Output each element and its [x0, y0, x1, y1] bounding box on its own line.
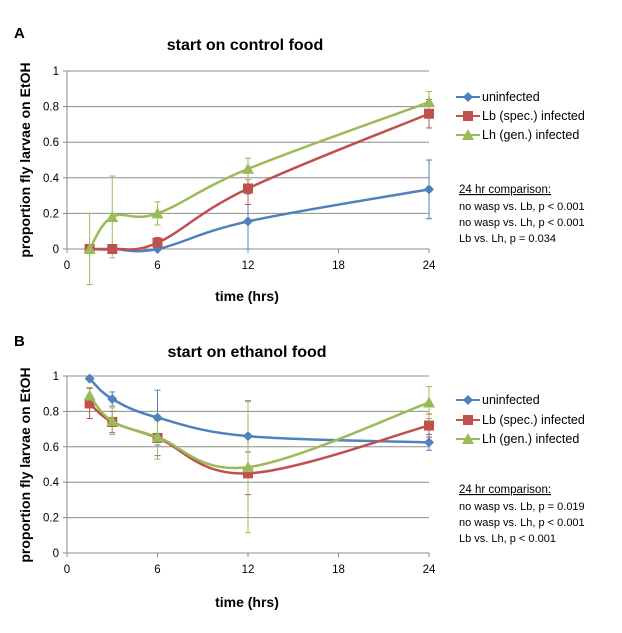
data-point-triangle: [242, 162, 254, 174]
legend-label: Lb (spec.) infected: [482, 109, 585, 123]
data-point-square: [424, 108, 434, 119]
x-tick-label: 18: [332, 260, 345, 272]
x-tick-label: 24: [423, 260, 436, 272]
data-point-diamond: [84, 373, 95, 384]
data-point-square: [84, 398, 95, 409]
series-line: [88, 394, 430, 470]
note-heading: 24 hr comparison:: [459, 484, 551, 496]
data-point-triangle: [106, 415, 119, 427]
note-line: no wasp vs. Lh, p < 0.001: [459, 217, 585, 229]
data-point-triangle: [423, 396, 435, 408]
data-point-square: [243, 468, 253, 479]
note-line: no wasp vs. Lb, p = 0.019: [459, 501, 585, 513]
y-tick-label: 0.8: [43, 102, 59, 114]
y-tick-label: 1: [53, 371, 59, 383]
panel-b-plot: 0 0.2 0.4 0.6 0.8 1 0 6 12 18 24: [43, 371, 436, 576]
x-tick-label: 6: [154, 260, 160, 272]
data-point-diamond: [107, 394, 118, 405]
series-line: [88, 100, 430, 250]
data-point-square: [152, 237, 163, 248]
data-point-triangle: [106, 210, 119, 222]
legend-label: uninfected: [482, 393, 540, 407]
data-point-triangle: [423, 96, 435, 108]
data-point-triangle: [151, 207, 164, 219]
x-tick-label: 12: [242, 564, 255, 576]
x-tick-label: 0: [64, 564, 70, 576]
legend-label: Lb (spec.) infected: [482, 413, 585, 427]
data-point-square: [107, 244, 118, 254]
x-tick-label: 18: [332, 564, 345, 576]
panel-a-title: start on control food: [167, 37, 323, 54]
y-tick-label: 0.6: [43, 442, 59, 454]
legend-entry-uninfected: uninfected: [456, 393, 540, 407]
legend-entry-lh-infected: Lh (gen.) infected: [456, 128, 579, 142]
panel-a-legend: uninfected Lb (spec.) infected Lh (gen.)…: [456, 90, 585, 142]
legend-marker-diamond: [463, 92, 473, 102]
data-point-triangle: [151, 431, 164, 443]
series-line: [88, 377, 430, 444]
series-line: [89, 112, 430, 251]
legend-marker-diamond: [463, 395, 473, 405]
x-tick-label: 24: [423, 564, 436, 576]
legend-entry-lh-infected: Lh (gen.) infected: [456, 432, 579, 446]
data-point-diamond: [424, 437, 434, 448]
y-tick-label: 0: [53, 548, 59, 560]
panel-a: A start on control food proportion fly l…: [14, 25, 585, 304]
y-tick-label: 0.8: [43, 406, 59, 418]
panel-a-letter: A: [14, 25, 25, 42]
series-line: [89, 188, 430, 253]
data-point-triangle: [242, 461, 254, 473]
legend-marker-triangle: [462, 129, 474, 140]
y-tick-label: 0.6: [43, 137, 59, 149]
legend-label: uninfected: [482, 90, 540, 104]
note-heading: 24 hr comparison:: [459, 184, 551, 196]
data-point-square: [424, 420, 434, 431]
data-point-diamond: [424, 184, 434, 195]
panel-b-title: start on ethanol food: [167, 344, 326, 361]
note-line: no wasp vs. Lb, p < 0.001: [459, 201, 585, 213]
y-tick-label: 0.2: [43, 208, 59, 220]
note-line: no wasp vs. Lh, p < 0.001: [459, 517, 585, 529]
legend-label: Lh (gen.) infected: [482, 128, 579, 142]
legend-marker-square: [463, 415, 473, 425]
legend-marker-square: [463, 111, 473, 121]
legend-entry-uninfected: uninfected: [456, 90, 540, 104]
y-tick-label: 0: [53, 244, 59, 256]
x-tick-label: 6: [154, 564, 160, 576]
panel-a-ylabel: proportion fly larvae on EtOH: [17, 62, 33, 257]
note-line: Lb vs. Lh, p < 0.001: [459, 533, 556, 545]
panel-b-letter: B: [14, 333, 25, 350]
data-point-diamond: [152, 412, 163, 423]
y-tick-label: 0.4: [43, 173, 60, 185]
panel-b-ylabel: proportion fly larvae on EtOH: [17, 367, 33, 562]
panel-b-comparison-note: 24 hr comparison: no wasp vs. Lb, p = 0.…: [459, 484, 585, 545]
y-tick-label: 1: [53, 66, 59, 78]
data-point-triangle: [83, 243, 96, 254]
legend-entry-lb-infected: Lb (spec.) infected: [456, 413, 585, 427]
data-point-diamond: [243, 431, 253, 442]
data-point-square: [243, 183, 253, 194]
data-point-triangle: [83, 389, 96, 401]
data-point-diamond: [243, 216, 253, 227]
note-line: Lb vs. Lh, p = 0.034: [459, 233, 556, 245]
x-tick-label: 12: [242, 260, 255, 272]
legend-entry-lb-infected: Lb (spec.) infected: [456, 109, 585, 123]
panel-b: B start on ethanol food proportion fly l…: [14, 333, 585, 610]
panel-a-xlabel: time (hrs): [215, 288, 279, 304]
panel-a-plot: 0 0.2 0.4 0.6 0.8 1 0 6 12 18 24: [43, 66, 436, 286]
panel-b-legend: uninfected Lb (spec.) infected Lh (gen.)…: [456, 393, 585, 446]
legend-label: Lh (gen.) infected: [482, 432, 579, 446]
x-tick-label: 0: [64, 260, 70, 272]
legend-marker-triangle: [462, 433, 474, 444]
series-line: [88, 402, 430, 475]
y-tick-label: 0.4: [43, 477, 60, 489]
panel-a-comparison-note: 24 hr comparison: no wasp vs. Lb, p < 0.…: [459, 184, 585, 245]
panel-b-xlabel: time (hrs): [215, 594, 279, 610]
y-tick-label: 0.2: [43, 513, 59, 525]
